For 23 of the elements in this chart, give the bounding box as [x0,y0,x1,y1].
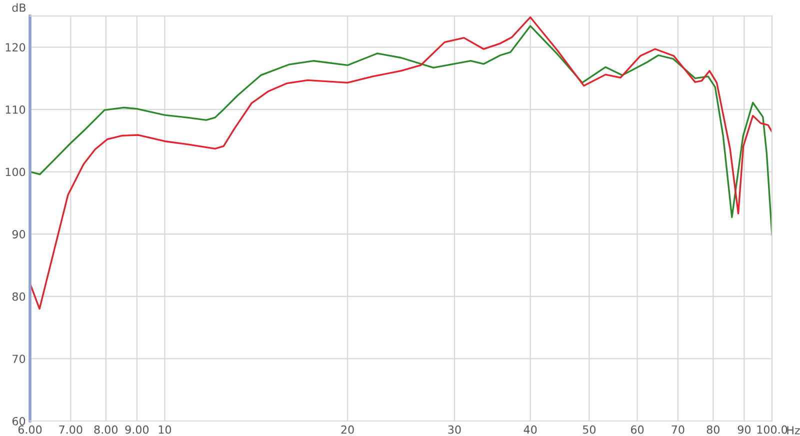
y-tick-label: 70 [12,354,26,364]
x-tick-label: 8.00 [94,425,118,434]
y-tick-label: 120 [6,43,26,52]
x-tick-label: 6.00 [18,425,42,434]
x-tick-label: 7.00 [59,425,82,434]
x-tick-label: 90 [738,425,751,434]
x-tick-label: 10 [158,425,172,434]
x-tick-label: 50 [582,425,596,434]
y-tick-label: 100 [6,168,26,176]
y-tick-label: 90 [12,230,26,238]
x-tick-label: 9.00 [125,425,149,434]
x-tick-label: 70 [672,425,684,434]
x-tick-label: 20 [341,425,354,434]
y-axis-title: dB [12,3,26,12]
x-tick-label: 30 [448,425,461,434]
y-tick-label: 80 [12,292,26,301]
x-tick-label: 100.0 [757,425,788,434]
y-tick-label: 60 [12,416,26,426]
y-tick-label: 110 [6,105,26,114]
x-axis-title: Hz [787,426,800,434]
x-tick-label: 40 [524,425,537,434]
x-tick-label: 80 [706,425,720,434]
x-tick-label: 60 [630,425,644,434]
